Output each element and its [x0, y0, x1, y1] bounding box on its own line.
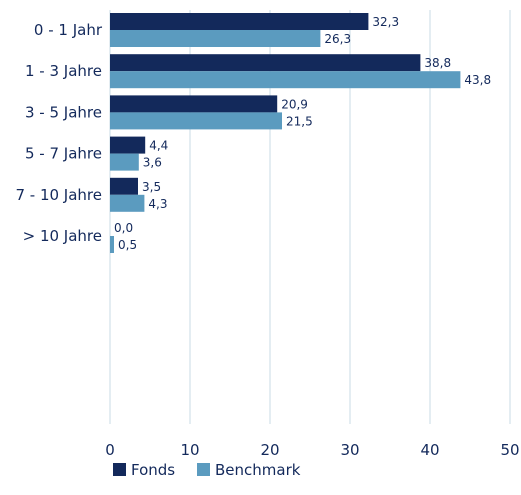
data-label-benchmark-2: 21,5: [286, 114, 313, 128]
data-label-benchmark-5: 0,5: [118, 238, 137, 252]
x-tick-label-30: 30: [340, 441, 359, 459]
data-label-fonds-1: 38,8: [424, 56, 451, 70]
category-label-4: 7 - 10 Jahre: [15, 186, 102, 204]
legend-label-benchmark: Benchmark: [215, 461, 301, 479]
data-label-benchmark-3: 3,6: [143, 156, 162, 170]
bar-fonds-2: [110, 95, 278, 113]
bar-fonds-0: [110, 13, 369, 30]
category-label-5: > 10 Jahre: [23, 227, 102, 245]
bar-benchmark-2: [110, 112, 282, 130]
data-label-fonds-3: 4,4: [149, 139, 168, 153]
bar-fonds-4: [110, 177, 138, 195]
category-label-2: 3 - 5 Jahre: [25, 103, 102, 121]
x-tick-label-10: 10: [180, 441, 199, 459]
data-label-benchmark-1: 43,8: [464, 73, 491, 87]
bar-benchmark-4: [110, 194, 145, 212]
bar-benchmark-3: [110, 153, 139, 171]
bar-benchmark-0: [110, 30, 321, 47]
bar-benchmark-1: [110, 71, 461, 89]
data-label-benchmark-4: 4,3: [148, 197, 167, 211]
bar-benchmark-5: [110, 236, 114, 253]
x-tick-label-20: 20: [260, 441, 279, 459]
data-label-fonds-0: 32,3: [372, 15, 399, 29]
data-label-fonds-2: 20,9: [281, 97, 308, 111]
data-label-benchmark-0: 26,3: [324, 32, 351, 46]
data-label-fonds-4: 3,5: [142, 180, 161, 194]
x-tick-label-0: 0: [105, 441, 115, 459]
category-label-1: 1 - 3 Jahre: [25, 62, 102, 80]
x-tick-label-40: 40: [420, 441, 439, 459]
legend-swatch-fonds: [113, 463, 126, 476]
bar-fonds-3: [110, 136, 146, 154]
bar-fonds-1: [110, 54, 421, 72]
legend-label-fonds: Fonds: [131, 461, 175, 479]
legend-swatch-benchmark: [197, 463, 210, 476]
data-label-fonds-5: 0,0: [114, 221, 133, 235]
x-tick-label-50: 50: [500, 441, 519, 459]
category-label-0: 0 - 1 Jahr: [34, 21, 103, 39]
category-label-3: 5 - 7 Jahre: [25, 145, 102, 163]
